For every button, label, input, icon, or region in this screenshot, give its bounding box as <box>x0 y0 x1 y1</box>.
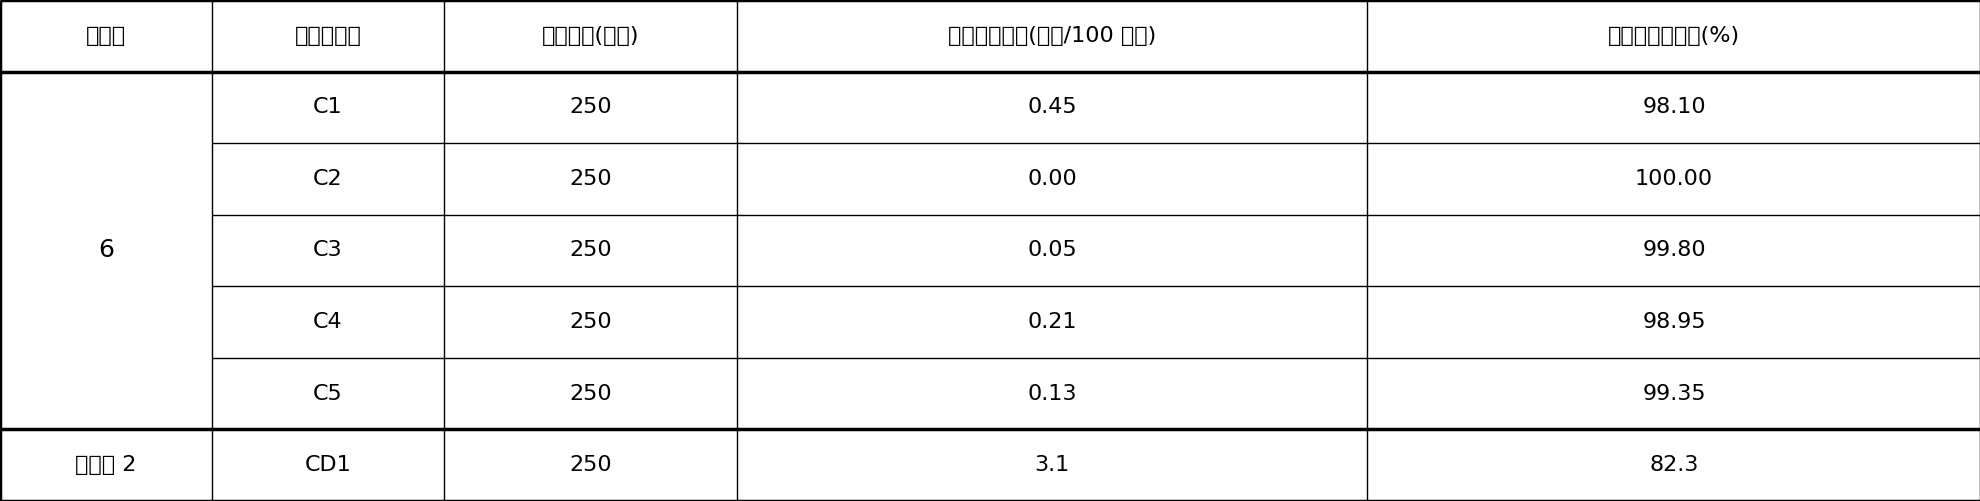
Text: 99.35: 99.35 <box>1641 384 1705 404</box>
Text: 250: 250 <box>568 455 612 475</box>
Text: 0.13: 0.13 <box>1028 384 1075 404</box>
Text: 0.00: 0.00 <box>1026 169 1077 189</box>
Text: 98.95: 98.95 <box>1641 312 1705 332</box>
Text: 实施例: 实施例 <box>85 26 127 46</box>
Text: C4: C4 <box>313 312 343 332</box>
Text: 0.45: 0.45 <box>1026 97 1077 117</box>
Text: 82.3: 82.3 <box>1649 455 1697 475</box>
Text: 6: 6 <box>97 238 115 263</box>
Text: CD1: CD1 <box>305 455 350 475</box>
Text: 0.05: 0.05 <box>1026 240 1077 261</box>
Text: C1: C1 <box>313 97 343 117</box>
Text: 0.21: 0.21 <box>1028 312 1075 332</box>
Text: 250: 250 <box>568 384 612 404</box>
Text: 平均双烯加氢率(%): 平均双烯加氢率(%) <box>1608 26 1738 46</box>
Text: 250: 250 <box>568 312 612 332</box>
Text: C2: C2 <box>313 169 343 189</box>
Text: 催化剂编号: 催化剂编号 <box>295 26 360 46</box>
Text: 98.10: 98.10 <box>1641 97 1705 117</box>
Text: 250: 250 <box>568 169 612 189</box>
Text: 250: 250 <box>568 240 612 261</box>
Text: 比较例 2: 比较例 2 <box>75 455 137 475</box>
Text: 99.80: 99.80 <box>1641 240 1705 261</box>
Text: C3: C3 <box>313 240 343 261</box>
Text: 100.00: 100.00 <box>1634 169 1713 189</box>
Text: 250: 250 <box>568 97 612 117</box>
Text: 产物平均双烯(克碘/100 克油): 产物平均双烯(克碘/100 克油) <box>946 26 1156 46</box>
Text: 3.1: 3.1 <box>1034 455 1069 475</box>
Text: C5: C5 <box>313 384 343 404</box>
Text: 反应时间(小时): 反应时间(小时) <box>541 26 640 46</box>
